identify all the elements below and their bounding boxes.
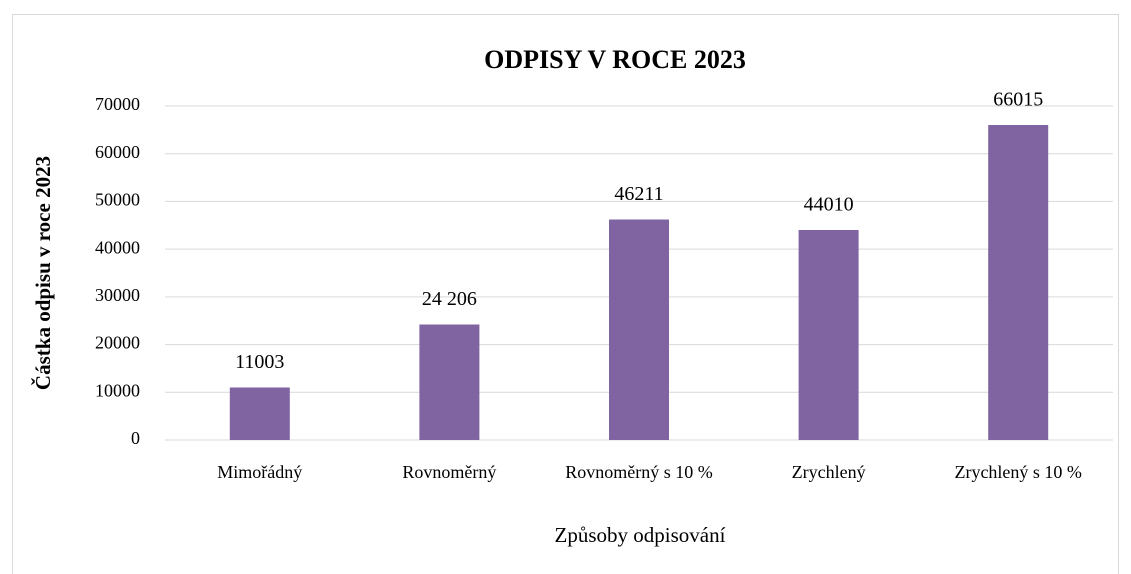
y-tick-label: 30000 bbox=[95, 285, 140, 305]
data-label: 44010 bbox=[804, 194, 854, 216]
x-tick-label: Rovnoměrný bbox=[402, 462, 497, 482]
x-tick-label: Zrychlený s 10 % bbox=[954, 462, 1082, 482]
y-tick-label: 50000 bbox=[95, 190, 140, 210]
y-tick-label: 10000 bbox=[95, 380, 140, 400]
y-tick-label: 0 bbox=[131, 428, 140, 448]
data-label: 11003 bbox=[235, 351, 284, 373]
chart-border bbox=[12, 14, 1119, 574]
data-label: 66015 bbox=[993, 89, 1043, 111]
x-tick-label: Rovnoměrný s 10 % bbox=[565, 462, 713, 482]
y-tick-label: 40000 bbox=[95, 237, 140, 257]
bar bbox=[609, 219, 669, 440]
bar bbox=[988, 125, 1049, 440]
x-axis-label: Způsoby odpisování bbox=[555, 523, 726, 547]
bar bbox=[798, 230, 859, 440]
data-label: 46211 bbox=[614, 183, 663, 205]
y-axis-label: Částka odpisu v roce 2023 bbox=[31, 156, 55, 390]
chart-title: ODPISY V ROCE 2023 bbox=[484, 45, 746, 74]
x-tick-label: Zrychlený bbox=[791, 462, 866, 482]
y-tick-label: 70000 bbox=[95, 94, 140, 114]
y-tick-label: 60000 bbox=[95, 142, 140, 162]
y-tick-label: 20000 bbox=[95, 333, 140, 353]
bar bbox=[419, 324, 480, 440]
x-tick-label: Mimořádný bbox=[217, 462, 303, 482]
data-label: 24 206 bbox=[422, 288, 477, 310]
bar bbox=[229, 387, 290, 440]
